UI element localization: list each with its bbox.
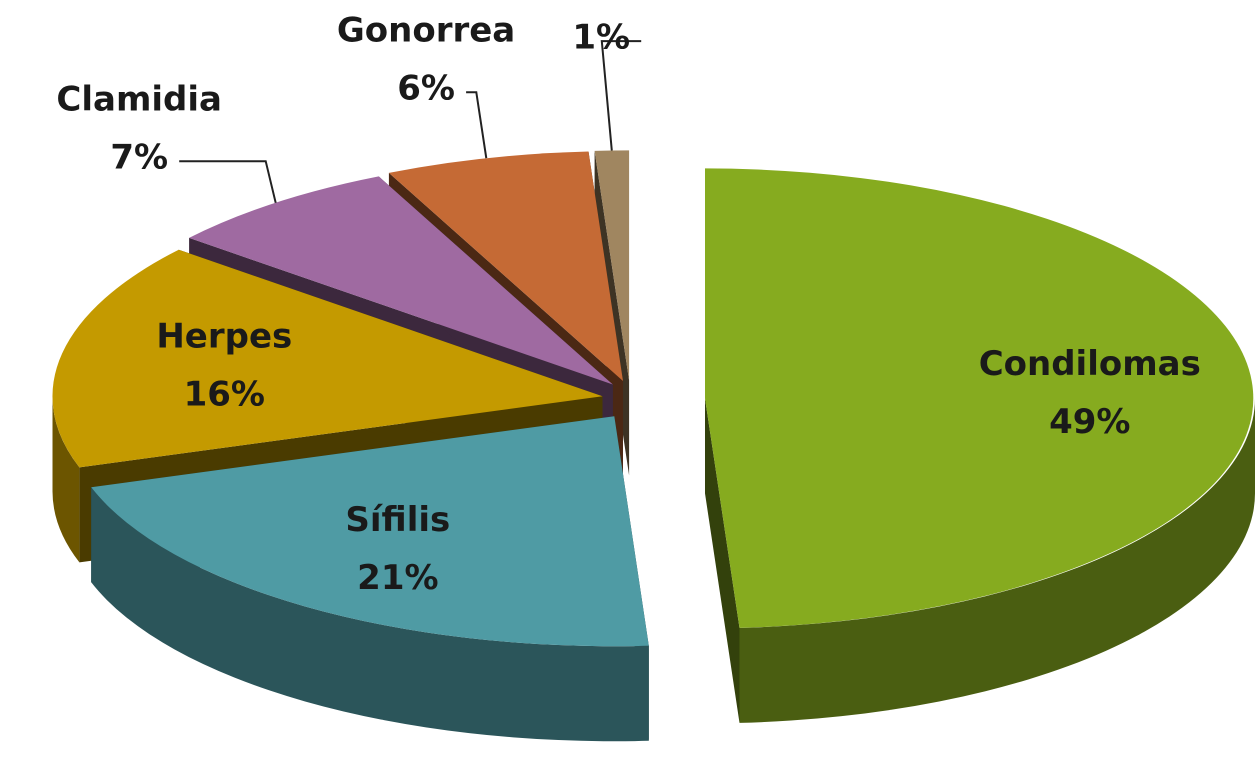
value-label: 49% xyxy=(1049,402,1130,442)
slice xyxy=(388,151,623,381)
value-label: 21% xyxy=(357,558,438,598)
slice-wall xyxy=(705,398,740,723)
category-label: Gonorrea xyxy=(337,11,515,51)
value-label: 16% xyxy=(184,375,265,415)
slice-rim xyxy=(91,487,649,742)
labels: Condilomas 49% Sífilis 21% Herpes 16% Clamidia… xyxy=(56,11,1201,598)
leader-line xyxy=(179,160,277,204)
slice xyxy=(52,249,603,468)
slice xyxy=(91,416,649,647)
slice-rim xyxy=(52,396,80,563)
slice-rim xyxy=(739,398,1255,723)
category-label: Sífilis xyxy=(345,500,450,540)
leader-line xyxy=(466,91,488,159)
value-label: 7% xyxy=(110,138,168,178)
slice xyxy=(705,168,1254,628)
leader-line xyxy=(600,40,642,151)
category-label: Condilomas xyxy=(979,344,1201,384)
value-label: 6% xyxy=(397,69,455,109)
slice xyxy=(594,150,630,381)
category-label: Herpes xyxy=(156,317,292,357)
value-label: 1% xyxy=(572,18,630,58)
slice-tops xyxy=(52,150,1254,647)
category-label: Clamidia xyxy=(56,80,222,120)
slice xyxy=(189,176,613,385)
